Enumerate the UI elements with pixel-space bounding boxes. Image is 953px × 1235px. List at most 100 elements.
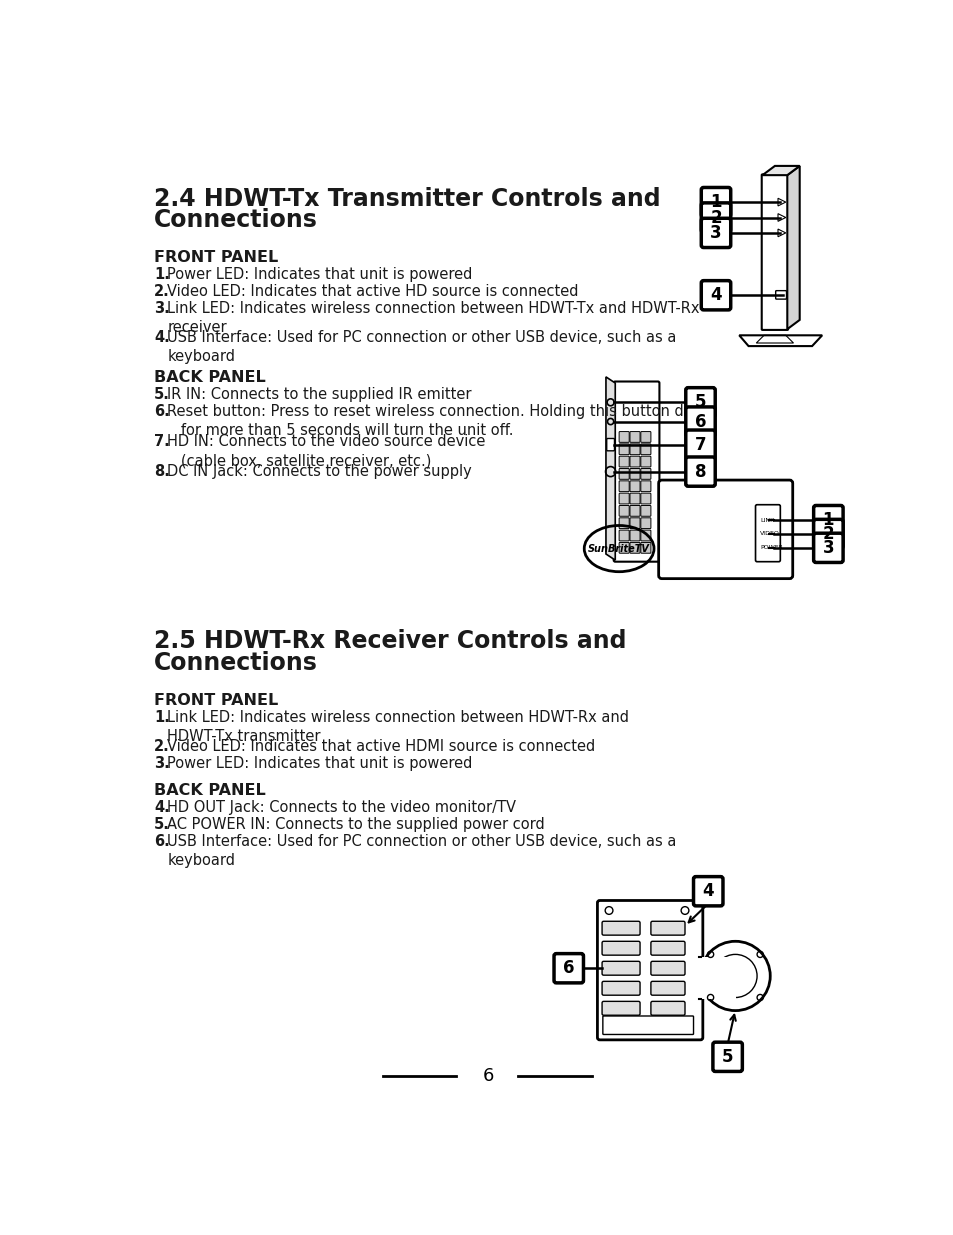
- Text: 1: 1: [821, 511, 833, 529]
- Text: 4.: 4.: [154, 330, 170, 345]
- Text: 5: 5: [694, 393, 705, 411]
- Text: HD OUT Jack: Connects to the video monitor/TV: HD OUT Jack: Connects to the video monit…: [167, 800, 516, 815]
- FancyBboxPatch shape: [629, 480, 639, 492]
- FancyBboxPatch shape: [618, 456, 629, 467]
- FancyBboxPatch shape: [618, 505, 629, 516]
- Text: 4: 4: [709, 287, 721, 304]
- FancyBboxPatch shape: [640, 493, 650, 504]
- Text: 2: 2: [709, 209, 721, 226]
- FancyBboxPatch shape: [618, 468, 629, 479]
- Text: Video LED: Indicates that active HD source is connected: Video LED: Indicates that active HD sour…: [167, 284, 578, 299]
- FancyBboxPatch shape: [629, 505, 639, 516]
- Text: 5.: 5.: [154, 818, 170, 832]
- Text: HD IN: Connects to the video source device
   (cable box, satellite receiver, et: HD IN: Connects to the video source devi…: [167, 433, 485, 468]
- Text: Video LED: Indicates that active HDMI source is connected: Video LED: Indicates that active HDMI so…: [167, 739, 595, 753]
- FancyBboxPatch shape: [629, 542, 639, 553]
- Text: Power LED: Indicates that unit is powered: Power LED: Indicates that unit is powere…: [167, 267, 472, 282]
- FancyBboxPatch shape: [640, 456, 650, 467]
- Text: 6.: 6.: [154, 404, 170, 419]
- FancyBboxPatch shape: [554, 953, 583, 983]
- Polygon shape: [605, 377, 615, 561]
- FancyBboxPatch shape: [760, 174, 787, 330]
- Text: USB Interface: Used for PC connection or other USB device, such as a
keyboard: USB Interface: Used for PC connection or…: [167, 330, 676, 364]
- Text: 3: 3: [709, 224, 721, 242]
- Polygon shape: [761, 165, 799, 175]
- FancyBboxPatch shape: [629, 468, 639, 479]
- Text: Power LED: Indicates that unit is powered: Power LED: Indicates that unit is powere…: [167, 756, 472, 771]
- Text: LINK: LINK: [760, 517, 774, 522]
- FancyBboxPatch shape: [640, 530, 650, 541]
- FancyBboxPatch shape: [640, 517, 650, 529]
- Text: 8: 8: [694, 463, 705, 480]
- Text: 4: 4: [701, 882, 713, 900]
- Text: 6.: 6.: [154, 835, 170, 850]
- Text: 6: 6: [694, 412, 705, 431]
- Text: 7.: 7.: [154, 433, 170, 448]
- FancyBboxPatch shape: [629, 431, 639, 442]
- Text: USB Interface: Used for PC connection or other USB device, such as a
keyboard: USB Interface: Used for PC connection or…: [167, 835, 676, 868]
- FancyBboxPatch shape: [712, 1042, 741, 1072]
- Text: 3.: 3.: [154, 756, 170, 771]
- FancyBboxPatch shape: [700, 219, 730, 247]
- FancyBboxPatch shape: [775, 290, 785, 299]
- Text: 6: 6: [562, 960, 574, 977]
- FancyBboxPatch shape: [597, 900, 702, 1040]
- Text: BACK PANEL: BACK PANEL: [154, 370, 266, 385]
- FancyBboxPatch shape: [755, 505, 780, 562]
- FancyBboxPatch shape: [700, 188, 730, 216]
- Text: 1.: 1.: [154, 267, 170, 282]
- Text: Connections: Connections: [154, 209, 317, 232]
- FancyBboxPatch shape: [601, 961, 639, 976]
- FancyBboxPatch shape: [601, 921, 639, 935]
- FancyBboxPatch shape: [685, 406, 715, 436]
- Text: Link LED: Indicates wireless connection between HDWT-Rx and
HDWT-Tx transmitter: Link LED: Indicates wireless connection …: [167, 710, 629, 743]
- FancyBboxPatch shape: [640, 480, 650, 492]
- Polygon shape: [786, 165, 799, 330]
- Text: Connections: Connections: [154, 651, 317, 676]
- Text: DC IN Jack: Connects to the power supply: DC IN Jack: Connects to the power supply: [167, 464, 472, 479]
- Text: 2.: 2.: [154, 284, 170, 299]
- Text: 7: 7: [694, 436, 705, 453]
- FancyBboxPatch shape: [693, 877, 722, 906]
- FancyBboxPatch shape: [650, 921, 684, 935]
- FancyBboxPatch shape: [613, 382, 659, 562]
- Text: 4.: 4.: [154, 800, 170, 815]
- Text: 3.: 3.: [154, 300, 170, 316]
- FancyBboxPatch shape: [813, 534, 842, 562]
- FancyBboxPatch shape: [699, 957, 736, 999]
- FancyBboxPatch shape: [685, 457, 715, 487]
- Text: 3: 3: [821, 538, 833, 557]
- FancyBboxPatch shape: [650, 961, 684, 976]
- FancyBboxPatch shape: [685, 388, 715, 417]
- FancyBboxPatch shape: [640, 505, 650, 516]
- FancyBboxPatch shape: [629, 456, 639, 467]
- Text: VIDEO: VIDEO: [760, 531, 780, 536]
- FancyBboxPatch shape: [640, 468, 650, 479]
- FancyBboxPatch shape: [629, 517, 639, 529]
- Text: 1.: 1.: [154, 710, 170, 725]
- Text: FRONT PANEL: FRONT PANEL: [154, 693, 278, 708]
- FancyBboxPatch shape: [650, 982, 684, 995]
- Text: SunBriteTV: SunBriteTV: [588, 543, 649, 553]
- FancyBboxPatch shape: [618, 443, 629, 454]
- Text: Reset button: Press to reset wireless connection. Holding this button down
   fo: Reset button: Press to reset wireless co…: [167, 404, 714, 438]
- Text: AC POWER IN: Connects to the supplied power cord: AC POWER IN: Connects to the supplied po…: [167, 818, 544, 832]
- FancyBboxPatch shape: [813, 520, 842, 548]
- FancyBboxPatch shape: [650, 941, 684, 955]
- FancyBboxPatch shape: [601, 982, 639, 995]
- Text: FRONT PANEL: FRONT PANEL: [154, 249, 278, 264]
- FancyBboxPatch shape: [700, 203, 730, 232]
- Text: 8.: 8.: [154, 464, 170, 479]
- FancyBboxPatch shape: [629, 443, 639, 454]
- FancyBboxPatch shape: [618, 517, 629, 529]
- FancyBboxPatch shape: [618, 530, 629, 541]
- FancyBboxPatch shape: [629, 530, 639, 541]
- FancyBboxPatch shape: [650, 1002, 684, 1015]
- Text: 2.5 HDWT-Rx Receiver Controls and: 2.5 HDWT-Rx Receiver Controls and: [154, 630, 626, 653]
- Text: POWER: POWER: [760, 546, 782, 551]
- FancyBboxPatch shape: [601, 941, 639, 955]
- FancyBboxPatch shape: [640, 542, 650, 553]
- FancyBboxPatch shape: [700, 280, 730, 310]
- FancyBboxPatch shape: [618, 493, 629, 504]
- FancyBboxPatch shape: [658, 480, 792, 579]
